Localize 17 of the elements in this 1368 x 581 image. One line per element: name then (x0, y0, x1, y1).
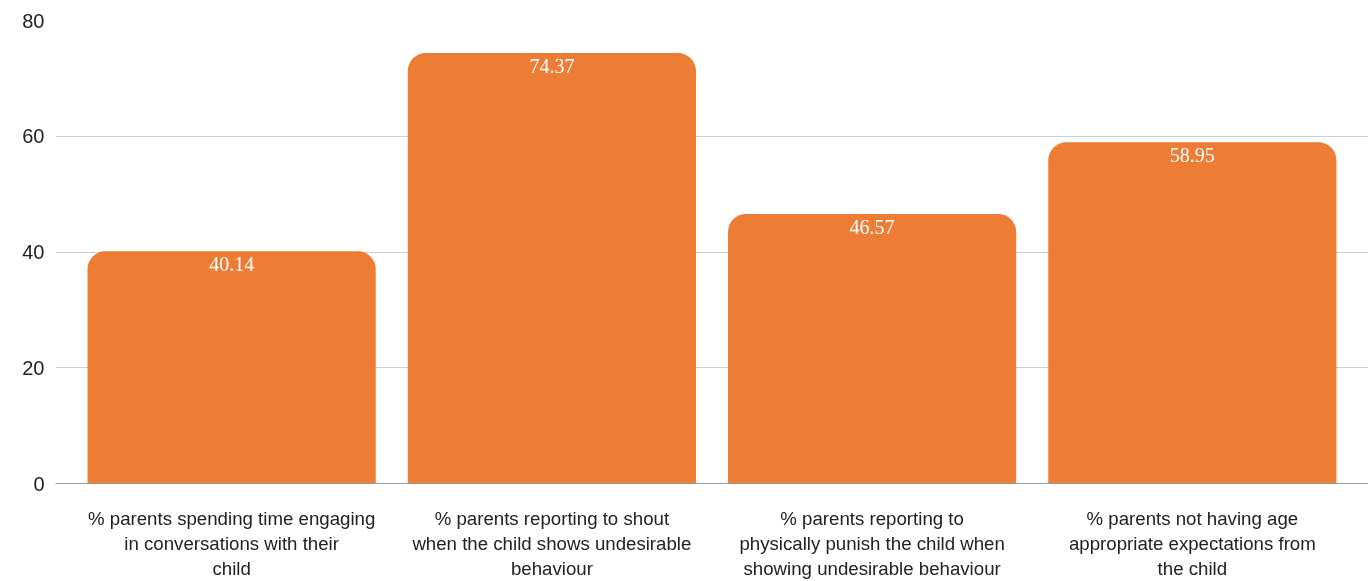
data-label: 46.57 (849, 215, 895, 238)
y-tick-label: 40 (22, 241, 45, 263)
x-tick-label: % parents spending time engaging in conversations with their child (87, 507, 376, 579)
x-tick-label: % parents reporting to shout when the child shows undesirable behaviour (411, 507, 692, 579)
y-tick-label: 0 (33, 472, 45, 495)
y-tick-label: 20 (22, 356, 45, 379)
bar (87, 251, 376, 484)
bar (1048, 142, 1337, 484)
x-tick-label: % parents not having age appropriate expectations from the child (1068, 507, 1316, 579)
data-label: 40.14 (209, 253, 255, 276)
x-tick-label: % parents reporting to physically punish the child when showing undesirable behaviour (739, 507, 1005, 579)
y-tick-label: 80 (22, 9, 45, 32)
y-tick-label: 60 (22, 125, 45, 148)
bar (728, 213, 1017, 484)
bar (407, 53, 696, 484)
data-label: 74.37 (529, 55, 575, 78)
data-label: 58.95 (1169, 144, 1215, 167)
